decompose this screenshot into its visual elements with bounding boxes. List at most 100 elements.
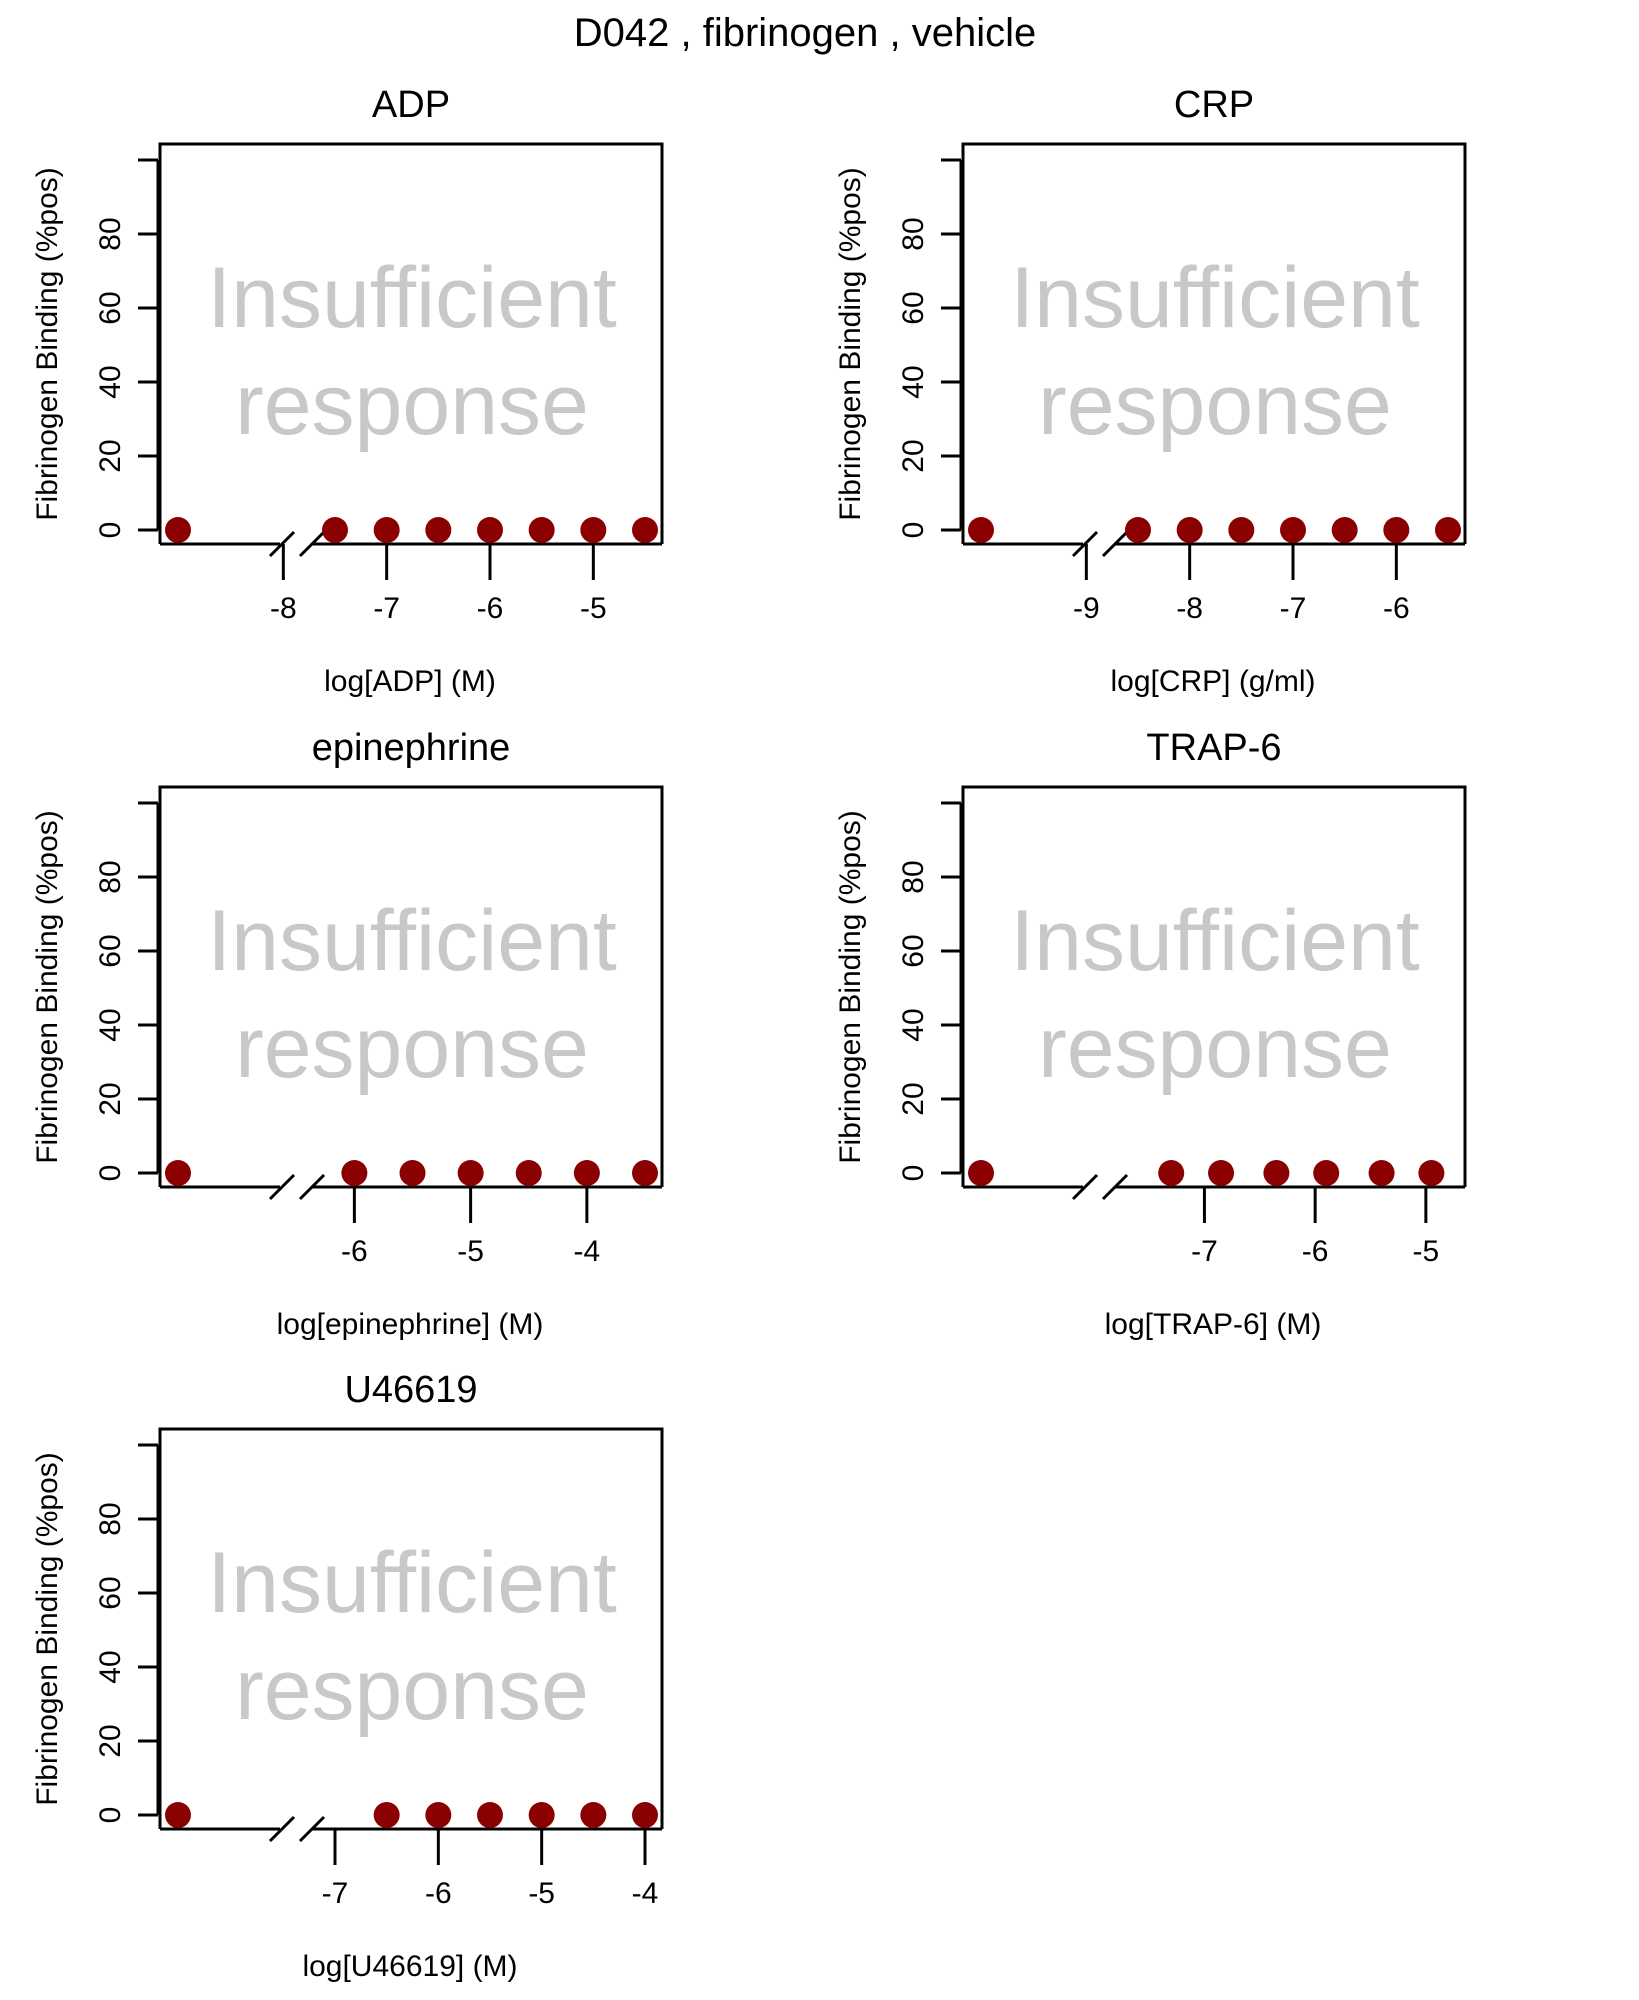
plot-frame [158, 785, 664, 1187]
data-point-zero-dose [968, 1160, 994, 1186]
data-point [528, 517, 555, 543]
data-point [580, 1802, 607, 1828]
y-tick-label: 80 [897, 860, 930, 893]
y-axis-label: Fibrinogen Binding (%pos) [31, 810, 64, 1164]
panels: ADP 0 20 40 60 80 Fibrinogen Binding (%pos) -8 -… [31, 84, 1467, 1983]
figure-title: D042 , fibrinogen , vehicle [574, 11, 1037, 55]
x-tick-label: -9 [1073, 592, 1100, 625]
y-axis-label: Fibrinogen Binding (%pos) [834, 167, 867, 521]
axis-break-mark [298, 1815, 326, 1843]
y-tick-label: 0 [897, 1165, 930, 1182]
x-tick-label: -8 [270, 592, 297, 625]
x-tick-label: -4 [574, 1235, 601, 1268]
x-axis-label: log[CRP] (g/ml) [1110, 665, 1315, 698]
insufficient-message-line2: response [235, 1642, 589, 1738]
insufficient-message-line2: response [235, 1000, 589, 1096]
y-tick-label: 60 [94, 1576, 127, 1609]
data-point [580, 517, 607, 543]
x-tick-label: -6 [1383, 592, 1410, 625]
data-point [1383, 517, 1410, 543]
data-point [477, 1802, 503, 1828]
data-point-zero-dose [165, 517, 191, 543]
axis-break-mark [268, 1815, 296, 1843]
data-point [528, 1802, 555, 1828]
data-point [1125, 517, 1151, 543]
panel-title: TRAP-6 [1146, 727, 1281, 769]
x-tick-label: -7 [1280, 592, 1307, 625]
axis-break-mark [298, 1173, 326, 1201]
y-tick-label: 80 [897, 217, 930, 250]
y-tick-label: 20 [94, 439, 127, 472]
data-point [373, 517, 400, 543]
y-axis-label: Fibrinogen Binding (%pos) [31, 1452, 64, 1806]
plot-frame [158, 1427, 664, 1829]
x-tick-label: -5 [580, 592, 607, 625]
data-point [399, 1160, 426, 1186]
panel-title: U46619 [344, 1369, 477, 1411]
chart-panel-5: U46619 0 20 40 60 80 Fibrinogen Binding (%pos)… [31, 1369, 664, 1983]
x-axis-label: log[ADP] (M) [324, 665, 496, 698]
panel-title: CRP [1174, 84, 1254, 126]
chart-panel-2: CRP 0 20 40 60 80 Fibrinogen Binding (%pos) -9 -… [834, 84, 1467, 698]
x-axis-label: log[U46619] (M) [302, 1950, 517, 1983]
data-point [573, 1160, 600, 1186]
y-tick-label: 0 [94, 522, 127, 539]
data-point [1368, 1160, 1395, 1186]
y-tick-label: 40 [897, 1008, 930, 1041]
plot-frame [961, 142, 1467, 544]
y-tick-label: 80 [94, 860, 127, 893]
x-tick-label: -7 [322, 1877, 349, 1910]
y-tick-label: 60 [94, 291, 127, 324]
data-point [425, 1802, 452, 1828]
data-point [632, 1160, 658, 1186]
insufficient-message-line2: response [1038, 357, 1392, 453]
y-tick-label: 60 [897, 291, 930, 324]
y-tick-label: 60 [897, 934, 930, 967]
axis-break-mark [1101, 530, 1129, 558]
y-tick-label: 40 [897, 365, 930, 398]
insufficient-message-line1: Insufficient [1010, 250, 1420, 346]
x-tick-label: -5 [457, 1235, 484, 1268]
y-axis-label: Fibrinogen Binding (%pos) [31, 167, 64, 521]
panel-title: epinephrine [312, 727, 511, 769]
axis-break-mark [268, 1173, 296, 1201]
x-tick-label: -7 [1191, 1235, 1218, 1268]
data-point [477, 517, 503, 543]
y-tick-label: 0 [897, 522, 930, 539]
data-point [632, 1802, 658, 1828]
data-point [1313, 1160, 1340, 1186]
x-axis-label: log[TRAP-6] (M) [1105, 1308, 1322, 1341]
axis-break-mark [298, 530, 326, 558]
plot-frame [158, 142, 664, 544]
y-tick-label: 20 [94, 1724, 127, 1757]
axis-break-mark [1071, 1173, 1099, 1201]
x-tick-label: -6 [425, 1877, 452, 1910]
y-tick-label: 40 [94, 1008, 127, 1041]
data-point [632, 517, 658, 543]
x-tick-label: -5 [1413, 1235, 1440, 1268]
y-tick-label: 0 [94, 1807, 127, 1824]
x-tick-label: -5 [528, 1877, 555, 1910]
y-tick-label: 40 [94, 365, 127, 398]
insufficient-message-line2: response [235, 357, 589, 453]
y-tick-label: 40 [94, 1650, 127, 1683]
x-tick-label: -6 [477, 592, 504, 625]
data-point [341, 1160, 368, 1186]
y-tick-label: 0 [94, 1165, 127, 1182]
y-tick-label: 80 [94, 217, 127, 250]
axis-break-mark [1101, 1173, 1129, 1201]
y-axis-label: Fibrinogen Binding (%pos) [834, 810, 867, 1164]
y-tick-label: 20 [897, 1082, 930, 1115]
insufficient-message-line1: Insufficient [207, 250, 617, 346]
x-tick-label: -6 [341, 1235, 368, 1268]
panel-title: ADP [372, 84, 450, 126]
chart-panel-1: ADP 0 20 40 60 80 Fibrinogen Binding (%pos) -8 -… [31, 84, 664, 698]
data-point [515, 1160, 542, 1186]
data-point [1331, 517, 1358, 543]
data-point-zero-dose [968, 517, 994, 543]
data-point-zero-dose [165, 1802, 191, 1828]
y-tick-label: 60 [94, 934, 127, 967]
y-tick-label: 20 [94, 1082, 127, 1115]
chart-panel-3: epinephrine 0 20 40 60 80 Fibrinogen Binding (… [31, 727, 664, 1341]
